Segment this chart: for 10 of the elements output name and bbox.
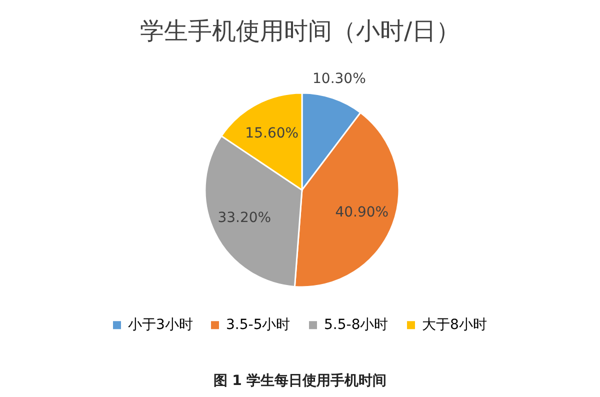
data-label: 33.20% — [218, 210, 272, 226]
legend-label: 5.5-8小时 — [324, 317, 388, 334]
caption: 图 1 学生每日使用手机时间 — [213, 372, 387, 389]
legend-label: 小于3小时 — [128, 317, 193, 334]
legend-label: 大于8小时 — [422, 317, 487, 334]
data-label: 15.60% — [245, 126, 299, 142]
data-label: 40.90% — [335, 204, 389, 221]
data-label: 10.30% — [312, 71, 366, 88]
chart-title: 学生手机使用时间（小时/日） — [140, 17, 460, 45]
legend-label: 3.5-5小时 — [226, 317, 290, 334]
